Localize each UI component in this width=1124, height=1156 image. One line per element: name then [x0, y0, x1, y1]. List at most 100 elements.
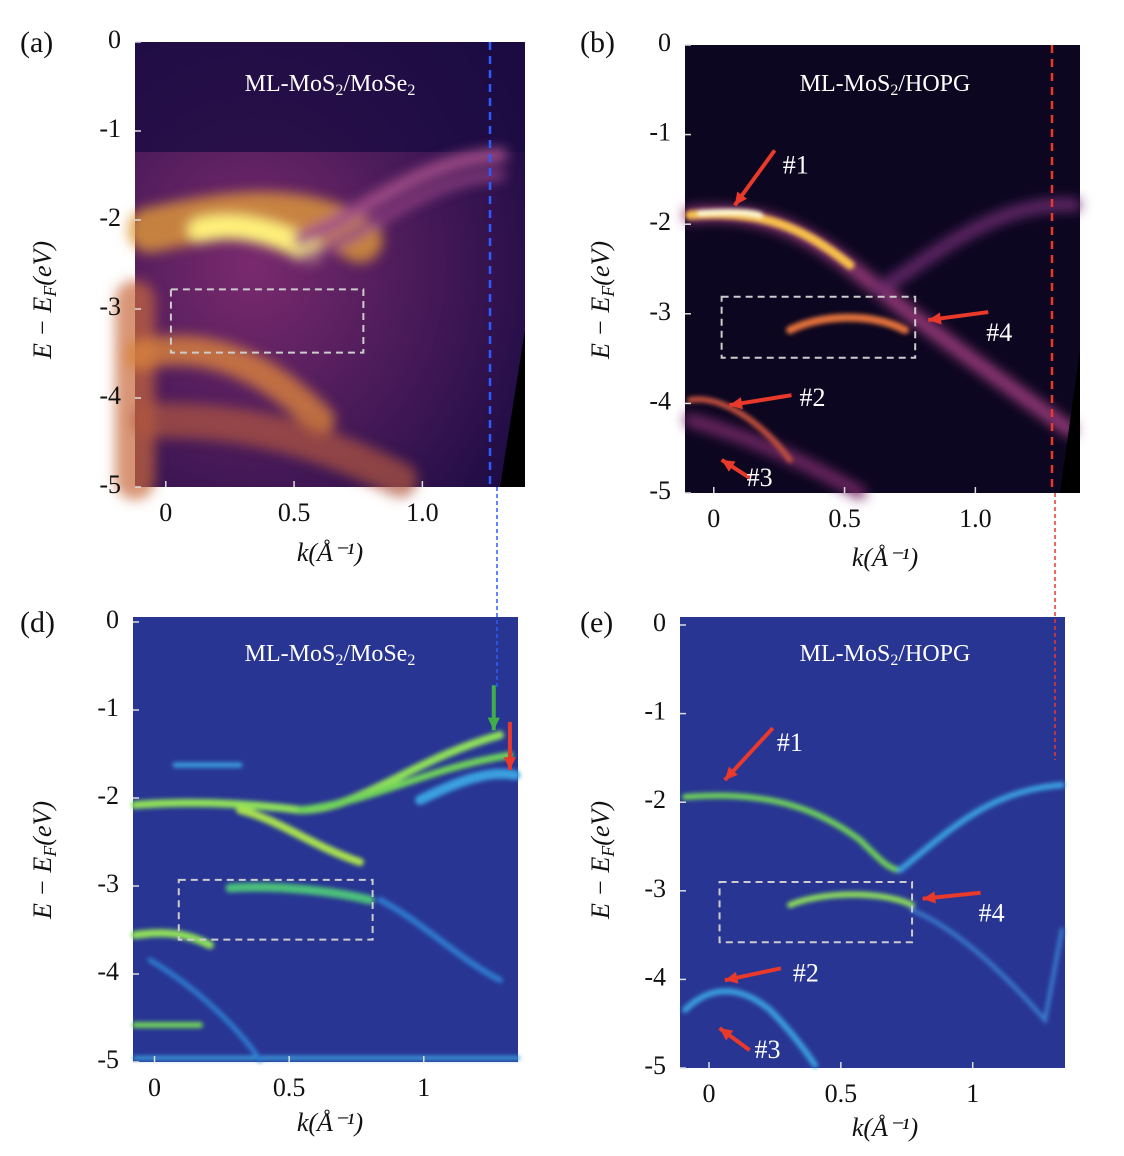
x-axis-label: k(Å⁻¹) — [297, 1108, 363, 1137]
annotation-arrow — [718, 1026, 751, 1052]
y-axis-label: E − EF(eV) — [28, 241, 60, 360]
annotation-label: #3 — [747, 463, 773, 492]
y-label-part: E − E — [586, 857, 615, 920]
panel-e-image — [680, 617, 1065, 1068]
y-label-part: F — [598, 285, 618, 298]
dashed-box — [177, 878, 374, 941]
x-axis-label: k(Å⁻¹) — [297, 538, 363, 567]
y-tick-label: -2 — [644, 785, 666, 814]
panel-title: ML-MoS2/MoSe2 — [245, 71, 416, 99]
x-tick-label: 0 — [148, 1073, 161, 1102]
x-tick-label: 0.5 — [828, 504, 861, 533]
panel-b-image — [683, 45, 1081, 499]
y-tick-label: -2 — [649, 207, 671, 236]
x-axis-label: k(Å⁻¹) — [852, 1113, 918, 1142]
panel-label: (a) — [20, 26, 53, 59]
annotation-label: #1 — [777, 728, 803, 757]
annotation-label: #1 — [783, 150, 809, 179]
panel-d-image — [131, 617, 520, 1063]
y-tick-label: -5 — [644, 1051, 666, 1080]
x-tick-label: 0.5 — [278, 498, 311, 527]
y-axis-label: E − EF(eV) — [586, 241, 618, 360]
annotation-label: #3 — [755, 1035, 781, 1064]
title-part: ML-MoS — [800, 641, 891, 667]
y-tick-label: -1 — [97, 693, 119, 722]
y-tick-label: -4 — [644, 962, 666, 991]
title-part: /HOPG — [898, 71, 970, 97]
title-part: 2 — [890, 652, 898, 669]
y-tick-label: -4 — [649, 386, 671, 415]
y-label-part: (eV) — [586, 241, 615, 286]
panel-label: (e) — [580, 606, 613, 639]
arrow-head — [724, 766, 738, 781]
arrow-head — [729, 397, 743, 410]
x-axis-label: k(Å⁻¹) — [852, 543, 918, 572]
y-tick-label: -1 — [649, 118, 671, 147]
y-tick-label: -5 — [97, 1045, 119, 1074]
y-label-part: E − E — [28, 857, 57, 920]
annotation-arrow — [729, 393, 792, 410]
guide-lines — [488, 42, 1056, 760]
x-tick-label: 0 — [703, 1079, 716, 1108]
y-tick-label: -5 — [99, 470, 121, 499]
y-tick-label: 0 — [108, 25, 121, 54]
y-tick-label: -4 — [99, 381, 121, 410]
dashed-box — [718, 880, 914, 944]
x-tick-label: 1.0 — [959, 504, 992, 533]
title-part: 2 — [335, 652, 343, 669]
annotation-arrow — [733, 149, 777, 207]
y-label-part: F — [40, 845, 60, 858]
y-label-part: E − E — [586, 297, 615, 360]
x-tick-label: 0.5 — [825, 1079, 858, 1108]
annotation-arrow — [928, 310, 989, 325]
y-tick-label: 0 — [658, 28, 671, 57]
title-part: ML-MoS — [245, 71, 336, 97]
y-tick-label: -1 — [644, 697, 666, 726]
dashed-box — [169, 288, 365, 354]
title-part: 2 — [335, 82, 343, 99]
y-tick-label: -5 — [649, 476, 671, 505]
arrow-head — [503, 757, 517, 770]
y-label-part: (eV) — [586, 801, 615, 846]
annotation-arrow — [922, 890, 981, 904]
x-tick-label: 1 — [966, 1079, 979, 1108]
title-part: 2 — [407, 82, 415, 99]
annotation-label: #2 — [799, 383, 825, 412]
x-tick-label: 1.0 — [406, 498, 439, 527]
dashed-box — [720, 295, 917, 359]
title-part: /HOPG — [898, 641, 970, 667]
y-tick-label: -3 — [644, 874, 666, 903]
y-tick-label: -2 — [97, 781, 119, 810]
x-tick-label: 1 — [417, 1073, 430, 1102]
y-tick-label: -3 — [649, 297, 671, 326]
panel-a-image — [115, 42, 525, 500]
y-tick-label: -2 — [99, 203, 121, 232]
panel-title: ML-MoS2/HOPG — [800, 641, 971, 669]
y-tick-label: 0 — [106, 605, 119, 634]
x-tick-label: 0 — [159, 498, 172, 527]
annotation-arrow — [720, 458, 751, 480]
y-label-part: F — [40, 285, 60, 298]
title-part: /MoSe — [343, 71, 407, 97]
arrow-head — [734, 191, 748, 206]
y-label-part: (eV) — [28, 801, 57, 846]
y-tick-label: -3 — [97, 869, 119, 898]
y-axis-label: E − EF(eV) — [586, 801, 618, 920]
y-tick-label: 0 — [653, 608, 666, 637]
annotation-label: #2 — [793, 958, 819, 987]
title-part: /MoSe — [343, 641, 407, 667]
title-part: ML-MoS — [245, 641, 336, 667]
panel-label: (b) — [580, 26, 615, 59]
y-tick-label: -3 — [99, 292, 121, 321]
panel-label: (d) — [20, 606, 55, 639]
panel-title: ML-MoS2/HOPG — [800, 71, 971, 99]
arrow-head — [487, 717, 500, 731]
arrow-head — [721, 459, 736, 472]
panel-title: ML-MoS2/MoSe2 — [245, 641, 416, 669]
annotation-arrow — [724, 966, 782, 984]
y-label-part: E − E — [28, 297, 57, 360]
arrow-head — [928, 312, 942, 325]
annotation-arrow — [487, 685, 500, 731]
y-tick-label: -4 — [97, 957, 119, 986]
